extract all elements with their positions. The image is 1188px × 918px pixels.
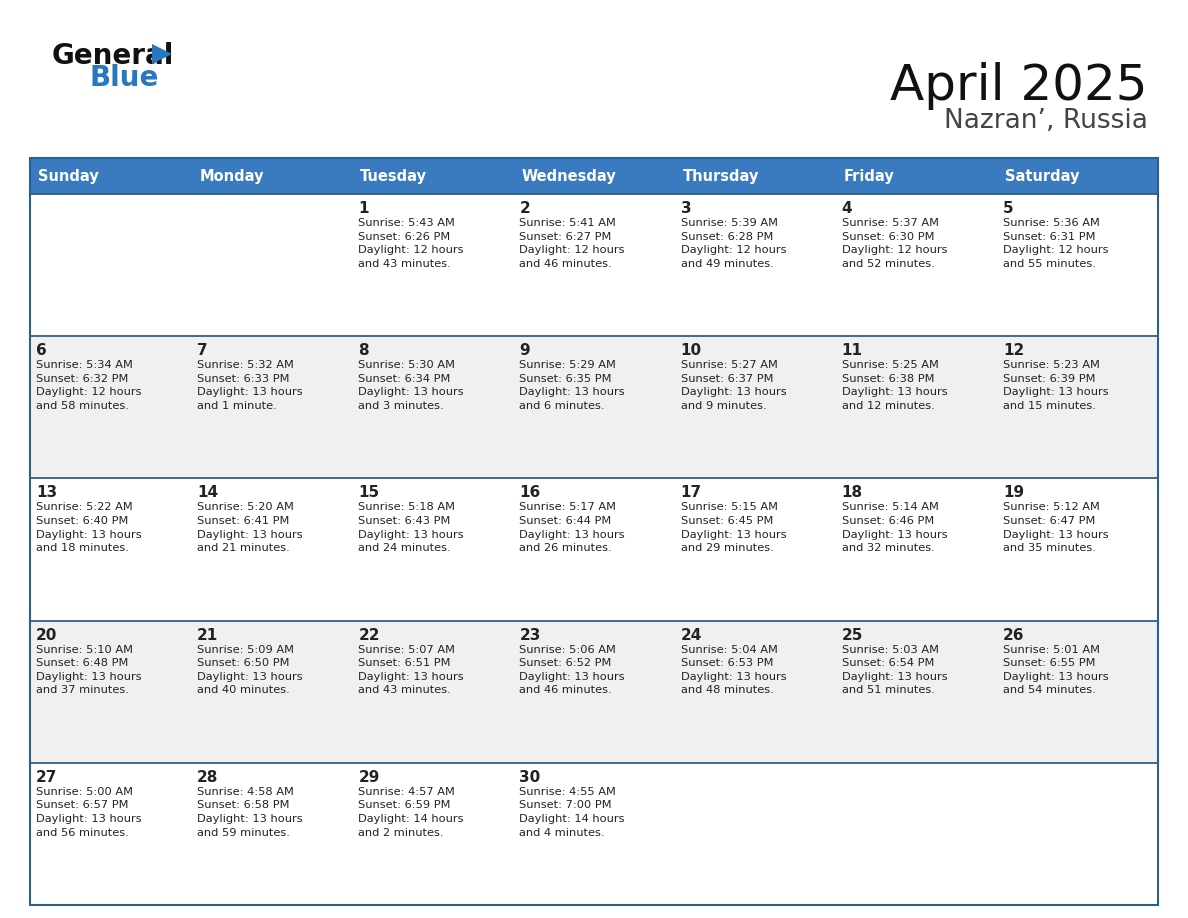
- Text: Sunrise: 5:04 AM
Sunset: 6:53 PM
Daylight: 13 hours
and 48 minutes.: Sunrise: 5:04 AM Sunset: 6:53 PM Dayligh…: [681, 644, 786, 696]
- Text: Sunrise: 5:41 AM
Sunset: 6:27 PM
Daylight: 12 hours
and 46 minutes.: Sunrise: 5:41 AM Sunset: 6:27 PM Dayligh…: [519, 218, 625, 269]
- Text: Sunrise: 4:57 AM
Sunset: 6:59 PM
Daylight: 14 hours
and 2 minutes.: Sunrise: 4:57 AM Sunset: 6:59 PM Dayligh…: [359, 787, 463, 837]
- Text: April 2025: April 2025: [891, 62, 1148, 110]
- Text: 9: 9: [519, 343, 530, 358]
- Bar: [675, 158, 835, 194]
- Text: 3: 3: [681, 201, 691, 216]
- Bar: [353, 158, 513, 194]
- Text: 22: 22: [359, 628, 380, 643]
- Text: 16: 16: [519, 486, 541, 500]
- Text: Sunrise: 4:58 AM
Sunset: 6:58 PM
Daylight: 13 hours
and 59 minutes.: Sunrise: 4:58 AM Sunset: 6:58 PM Dayligh…: [197, 787, 303, 837]
- Text: 20: 20: [36, 628, 57, 643]
- Text: Sunrise: 5:36 AM
Sunset: 6:31 PM
Daylight: 12 hours
and 55 minutes.: Sunrise: 5:36 AM Sunset: 6:31 PM Dayligh…: [1003, 218, 1108, 269]
- Text: Sunrise: 5:17 AM
Sunset: 6:44 PM
Daylight: 13 hours
and 26 minutes.: Sunrise: 5:17 AM Sunset: 6:44 PM Dayligh…: [519, 502, 625, 554]
- Text: 17: 17: [681, 486, 702, 500]
- Text: Blue: Blue: [90, 64, 159, 92]
- Text: Sunrise: 5:34 AM
Sunset: 6:32 PM
Daylight: 12 hours
and 58 minutes.: Sunrise: 5:34 AM Sunset: 6:32 PM Dayligh…: [36, 360, 141, 411]
- Text: Saturday: Saturday: [1005, 169, 1080, 184]
- Text: Sunrise: 5:03 AM
Sunset: 6:54 PM
Daylight: 13 hours
and 51 minutes.: Sunrise: 5:03 AM Sunset: 6:54 PM Dayligh…: [842, 644, 947, 696]
- Text: Thursday: Thursday: [683, 169, 759, 184]
- Bar: [30, 158, 1158, 905]
- Text: 28: 28: [197, 770, 219, 785]
- Text: Sunrise: 5:15 AM
Sunset: 6:45 PM
Daylight: 13 hours
and 29 minutes.: Sunrise: 5:15 AM Sunset: 6:45 PM Dayligh…: [681, 502, 786, 554]
- Text: 27: 27: [36, 770, 57, 785]
- Bar: [30, 336, 1158, 478]
- Text: Sunrise: 5:14 AM
Sunset: 6:46 PM
Daylight: 13 hours
and 32 minutes.: Sunrise: 5:14 AM Sunset: 6:46 PM Dayligh…: [842, 502, 947, 554]
- Bar: [30, 621, 1158, 763]
- Text: 12: 12: [1003, 343, 1024, 358]
- Text: Sunrise: 4:55 AM
Sunset: 7:00 PM
Daylight: 14 hours
and 4 minutes.: Sunrise: 4:55 AM Sunset: 7:00 PM Dayligh…: [519, 787, 625, 837]
- Text: Sunrise: 5:29 AM
Sunset: 6:35 PM
Daylight: 13 hours
and 6 minutes.: Sunrise: 5:29 AM Sunset: 6:35 PM Dayligh…: [519, 360, 625, 411]
- Text: Sunrise: 5:00 AM
Sunset: 6:57 PM
Daylight: 13 hours
and 56 minutes.: Sunrise: 5:00 AM Sunset: 6:57 PM Dayligh…: [36, 787, 141, 837]
- Text: Sunrise: 5:07 AM
Sunset: 6:51 PM
Daylight: 13 hours
and 43 minutes.: Sunrise: 5:07 AM Sunset: 6:51 PM Dayligh…: [359, 644, 463, 696]
- Text: 5: 5: [1003, 201, 1013, 216]
- Text: Sunrise: 5:06 AM
Sunset: 6:52 PM
Daylight: 13 hours
and 46 minutes.: Sunrise: 5:06 AM Sunset: 6:52 PM Dayligh…: [519, 644, 625, 696]
- Text: 21: 21: [197, 628, 219, 643]
- Text: Sunrise: 5:39 AM
Sunset: 6:28 PM
Daylight: 12 hours
and 49 minutes.: Sunrise: 5:39 AM Sunset: 6:28 PM Dayligh…: [681, 218, 786, 269]
- Bar: [835, 158, 997, 194]
- Text: Sunrise: 5:37 AM
Sunset: 6:30 PM
Daylight: 12 hours
and 52 minutes.: Sunrise: 5:37 AM Sunset: 6:30 PM Dayligh…: [842, 218, 947, 269]
- Text: 7: 7: [197, 343, 208, 358]
- Text: 19: 19: [1003, 486, 1024, 500]
- Text: 6: 6: [36, 343, 46, 358]
- Text: 23: 23: [519, 628, 541, 643]
- Text: 10: 10: [681, 343, 702, 358]
- Bar: [30, 763, 1158, 905]
- Text: Sunrise: 5:32 AM
Sunset: 6:33 PM
Daylight: 13 hours
and 1 minute.: Sunrise: 5:32 AM Sunset: 6:33 PM Dayligh…: [197, 360, 303, 411]
- Text: Sunrise: 5:01 AM
Sunset: 6:55 PM
Daylight: 13 hours
and 54 minutes.: Sunrise: 5:01 AM Sunset: 6:55 PM Dayligh…: [1003, 644, 1108, 696]
- Text: 25: 25: [842, 628, 864, 643]
- Text: 11: 11: [842, 343, 862, 358]
- Bar: [30, 158, 191, 194]
- Bar: [191, 158, 353, 194]
- Text: 18: 18: [842, 486, 862, 500]
- Text: Sunday: Sunday: [38, 169, 99, 184]
- Text: 29: 29: [359, 770, 380, 785]
- Text: 26: 26: [1003, 628, 1024, 643]
- Text: Sunrise: 5:10 AM
Sunset: 6:48 PM
Daylight: 13 hours
and 37 minutes.: Sunrise: 5:10 AM Sunset: 6:48 PM Dayligh…: [36, 644, 141, 696]
- Text: 4: 4: [842, 201, 852, 216]
- Text: 2: 2: [519, 201, 530, 216]
- Text: Sunrise: 5:30 AM
Sunset: 6:34 PM
Daylight: 13 hours
and 3 minutes.: Sunrise: 5:30 AM Sunset: 6:34 PM Dayligh…: [359, 360, 463, 411]
- Text: Sunrise: 5:20 AM
Sunset: 6:41 PM
Daylight: 13 hours
and 21 minutes.: Sunrise: 5:20 AM Sunset: 6:41 PM Dayligh…: [197, 502, 303, 554]
- Text: Sunrise: 5:25 AM
Sunset: 6:38 PM
Daylight: 13 hours
and 12 minutes.: Sunrise: 5:25 AM Sunset: 6:38 PM Dayligh…: [842, 360, 947, 411]
- Text: Sunrise: 5:18 AM
Sunset: 6:43 PM
Daylight: 13 hours
and 24 minutes.: Sunrise: 5:18 AM Sunset: 6:43 PM Dayligh…: [359, 502, 463, 554]
- Text: Sunrise: 5:22 AM
Sunset: 6:40 PM
Daylight: 13 hours
and 18 minutes.: Sunrise: 5:22 AM Sunset: 6:40 PM Dayligh…: [36, 502, 141, 554]
- Text: 1: 1: [359, 201, 368, 216]
- Text: Sunrise: 5:09 AM
Sunset: 6:50 PM
Daylight: 13 hours
and 40 minutes.: Sunrise: 5:09 AM Sunset: 6:50 PM Dayligh…: [197, 644, 303, 696]
- Text: 13: 13: [36, 486, 57, 500]
- Bar: [997, 158, 1158, 194]
- Text: General: General: [52, 42, 175, 70]
- Bar: [30, 194, 1158, 336]
- Text: 24: 24: [681, 628, 702, 643]
- Text: Monday: Monday: [200, 169, 264, 184]
- Text: 14: 14: [197, 486, 219, 500]
- Text: Tuesday: Tuesday: [360, 169, 428, 184]
- Bar: [513, 158, 675, 194]
- Text: 30: 30: [519, 770, 541, 785]
- Text: Wednesday: Wednesday: [522, 169, 617, 184]
- Text: 8: 8: [359, 343, 369, 358]
- Text: Nazran’, Russia: Nazran’, Russia: [944, 108, 1148, 134]
- Polygon shape: [152, 44, 172, 64]
- Text: Sunrise: 5:27 AM
Sunset: 6:37 PM
Daylight: 13 hours
and 9 minutes.: Sunrise: 5:27 AM Sunset: 6:37 PM Dayligh…: [681, 360, 786, 411]
- Text: Friday: Friday: [843, 169, 895, 184]
- Text: Sunrise: 5:43 AM
Sunset: 6:26 PM
Daylight: 12 hours
and 43 minutes.: Sunrise: 5:43 AM Sunset: 6:26 PM Dayligh…: [359, 218, 463, 269]
- Text: Sunrise: 5:12 AM
Sunset: 6:47 PM
Daylight: 13 hours
and 35 minutes.: Sunrise: 5:12 AM Sunset: 6:47 PM Dayligh…: [1003, 502, 1108, 554]
- Bar: [30, 478, 1158, 621]
- Text: Sunrise: 5:23 AM
Sunset: 6:39 PM
Daylight: 13 hours
and 15 minutes.: Sunrise: 5:23 AM Sunset: 6:39 PM Dayligh…: [1003, 360, 1108, 411]
- Text: 15: 15: [359, 486, 379, 500]
